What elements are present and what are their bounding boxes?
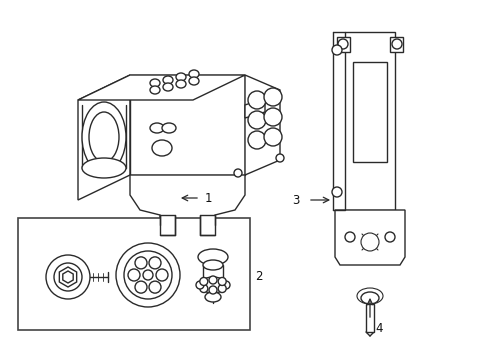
Ellipse shape (360, 292, 378, 304)
Ellipse shape (196, 281, 203, 289)
Ellipse shape (247, 131, 265, 149)
Ellipse shape (331, 45, 341, 55)
Ellipse shape (156, 269, 168, 281)
Ellipse shape (54, 263, 82, 291)
Ellipse shape (204, 292, 221, 302)
Text: 2: 2 (254, 270, 262, 283)
Polygon shape (244, 98, 264, 118)
Ellipse shape (200, 284, 207, 293)
Ellipse shape (176, 80, 185, 88)
Ellipse shape (135, 281, 147, 293)
Ellipse shape (391, 39, 401, 49)
Ellipse shape (360, 233, 378, 251)
Ellipse shape (135, 257, 147, 269)
Polygon shape (130, 75, 244, 175)
Ellipse shape (152, 140, 172, 156)
Ellipse shape (150, 86, 160, 94)
Ellipse shape (208, 286, 217, 294)
Ellipse shape (218, 284, 226, 293)
Ellipse shape (200, 278, 207, 285)
Ellipse shape (208, 276, 217, 284)
Polygon shape (78, 75, 244, 100)
Ellipse shape (82, 102, 126, 172)
Ellipse shape (199, 277, 226, 293)
Ellipse shape (384, 232, 394, 242)
Text: 1: 1 (204, 192, 212, 204)
Ellipse shape (275, 154, 284, 162)
Ellipse shape (198, 249, 227, 265)
Ellipse shape (218, 278, 226, 285)
Ellipse shape (176, 73, 185, 81)
Bar (345, 32, 394, 210)
Ellipse shape (163, 76, 173, 84)
Bar (18, 218, 249, 330)
Ellipse shape (149, 257, 161, 269)
Ellipse shape (203, 260, 223, 270)
Ellipse shape (142, 270, 153, 280)
Ellipse shape (128, 269, 140, 281)
Ellipse shape (82, 158, 126, 178)
Ellipse shape (116, 243, 180, 307)
Ellipse shape (150, 123, 163, 133)
Ellipse shape (162, 123, 176, 133)
Ellipse shape (331, 187, 341, 197)
Text: 3: 3 (291, 194, 299, 207)
Polygon shape (130, 175, 244, 235)
Ellipse shape (124, 251, 172, 299)
Ellipse shape (222, 281, 229, 289)
Ellipse shape (247, 111, 265, 129)
Ellipse shape (264, 88, 282, 106)
Polygon shape (59, 267, 77, 287)
Ellipse shape (149, 281, 161, 293)
Ellipse shape (264, 108, 282, 126)
Ellipse shape (189, 70, 199, 78)
Ellipse shape (150, 79, 160, 87)
Bar (352, 62, 386, 162)
Ellipse shape (264, 128, 282, 146)
Polygon shape (389, 37, 402, 52)
Polygon shape (200, 215, 215, 235)
Polygon shape (336, 37, 349, 52)
Ellipse shape (345, 232, 354, 242)
Bar (203, 265, 223, 285)
Ellipse shape (247, 91, 265, 109)
Ellipse shape (356, 288, 382, 304)
Ellipse shape (46, 255, 90, 299)
Text: 4: 4 (374, 321, 382, 334)
Ellipse shape (337, 39, 347, 49)
Ellipse shape (234, 169, 242, 177)
Polygon shape (160, 215, 175, 235)
Polygon shape (244, 75, 280, 175)
Ellipse shape (163, 83, 173, 91)
Ellipse shape (189, 77, 199, 85)
Ellipse shape (89, 112, 119, 162)
Polygon shape (78, 75, 130, 200)
Polygon shape (334, 210, 404, 265)
Polygon shape (62, 271, 73, 283)
Bar (365, 304, 373, 332)
